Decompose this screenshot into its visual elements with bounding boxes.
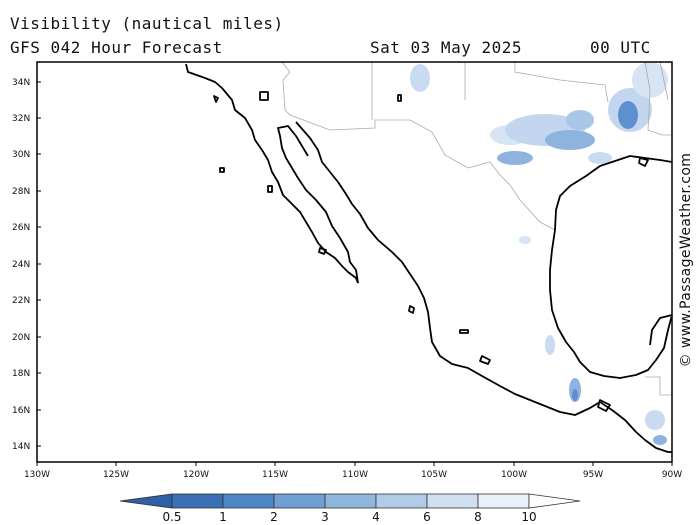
legend-swatch xyxy=(477,493,530,509)
lon-label: 95W xyxy=(583,470,603,480)
lon-label: 130W xyxy=(24,470,50,480)
legend-label: 3 xyxy=(321,510,329,524)
legend-label: 1 xyxy=(219,510,227,524)
lat-label: 22N xyxy=(12,296,30,306)
legend-arrow-low xyxy=(119,493,173,509)
visibility-legend: 0.5 1 2 3 4 6 8 10 xyxy=(119,493,581,524)
map-title: Visibility (nautical miles) xyxy=(10,14,284,33)
legend-swatch xyxy=(426,493,479,509)
lon-label: 90W xyxy=(662,470,682,480)
lat-label: 30N xyxy=(12,150,30,160)
political-borders xyxy=(281,61,672,396)
lon-label: 115W xyxy=(262,470,288,480)
credit-watermark: © www.PassageWeather.com xyxy=(678,152,694,368)
lat-label: 28N xyxy=(12,187,30,197)
legend-label: 6 xyxy=(423,510,431,524)
forecast-time: 00 UTC xyxy=(590,38,651,57)
lat-label: 26N xyxy=(12,223,30,233)
lat-label: 16N xyxy=(12,406,30,416)
legend-label: 4 xyxy=(372,510,380,524)
lat-label: 20N xyxy=(12,333,30,343)
longitude-axis: 130W 125W 120W 115W 110W 105W 100W 95W 9… xyxy=(24,462,682,480)
legend-label: 10 xyxy=(521,510,536,524)
lat-label: 18N xyxy=(12,369,30,379)
legend-arrow-high xyxy=(528,493,581,509)
lon-label: 100W xyxy=(501,470,527,480)
legend-label: 2 xyxy=(270,510,278,524)
lat-label: 34N xyxy=(12,78,30,88)
legend-label: 8 xyxy=(474,510,482,524)
latitude-axis: 34N 32N 30N 28N 26N 24N 22N 20N 18N 16N … xyxy=(12,78,41,452)
lat-label: 32N xyxy=(12,114,30,124)
lat-label: 14N xyxy=(12,442,30,452)
coastlines xyxy=(185,63,673,453)
legend-swatch xyxy=(324,493,377,509)
visibility-shading xyxy=(410,62,668,445)
lon-label: 120W xyxy=(183,470,209,480)
forecast-date: Sat 03 May 2025 xyxy=(370,38,522,57)
legend-swatch xyxy=(273,493,326,509)
legend-swatch xyxy=(222,493,275,509)
legend-swatch xyxy=(375,493,428,509)
lon-label: 125W xyxy=(103,470,129,480)
lon-label: 105W xyxy=(421,470,447,480)
lat-label: 24N xyxy=(12,260,30,270)
legend-swatch xyxy=(171,493,224,509)
lon-label: 110W xyxy=(342,470,368,480)
forecast-subtitle: GFS 042 Hour Forecast xyxy=(10,38,223,57)
legend-label: 0.5 xyxy=(162,510,181,524)
